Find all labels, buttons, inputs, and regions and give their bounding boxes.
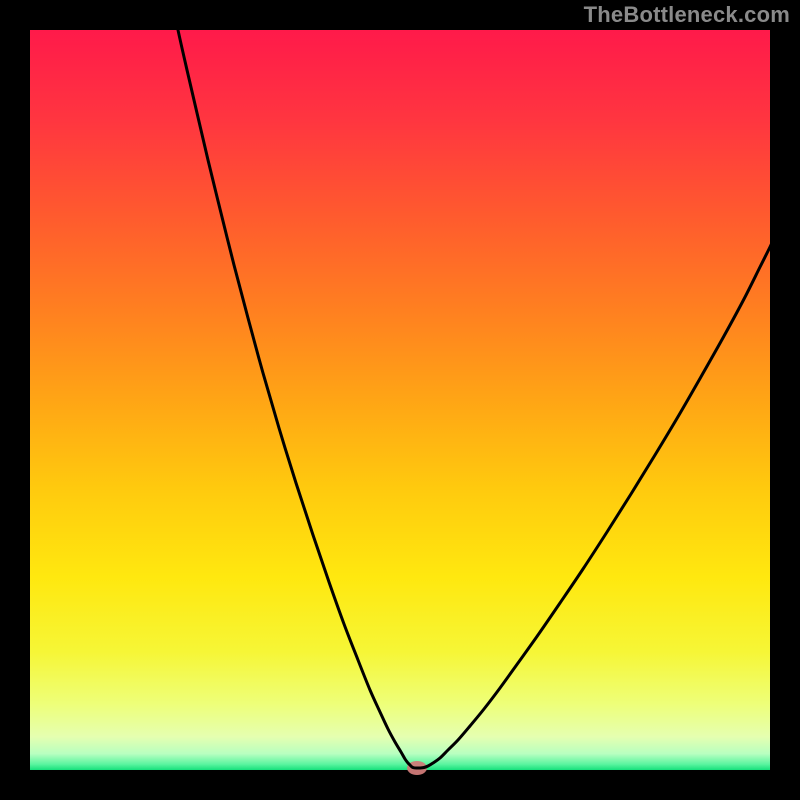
- gradient-plot-area: [30, 30, 770, 770]
- chart-svg: [0, 0, 800, 800]
- watermark-label: TheBottleneck.com: [584, 2, 790, 28]
